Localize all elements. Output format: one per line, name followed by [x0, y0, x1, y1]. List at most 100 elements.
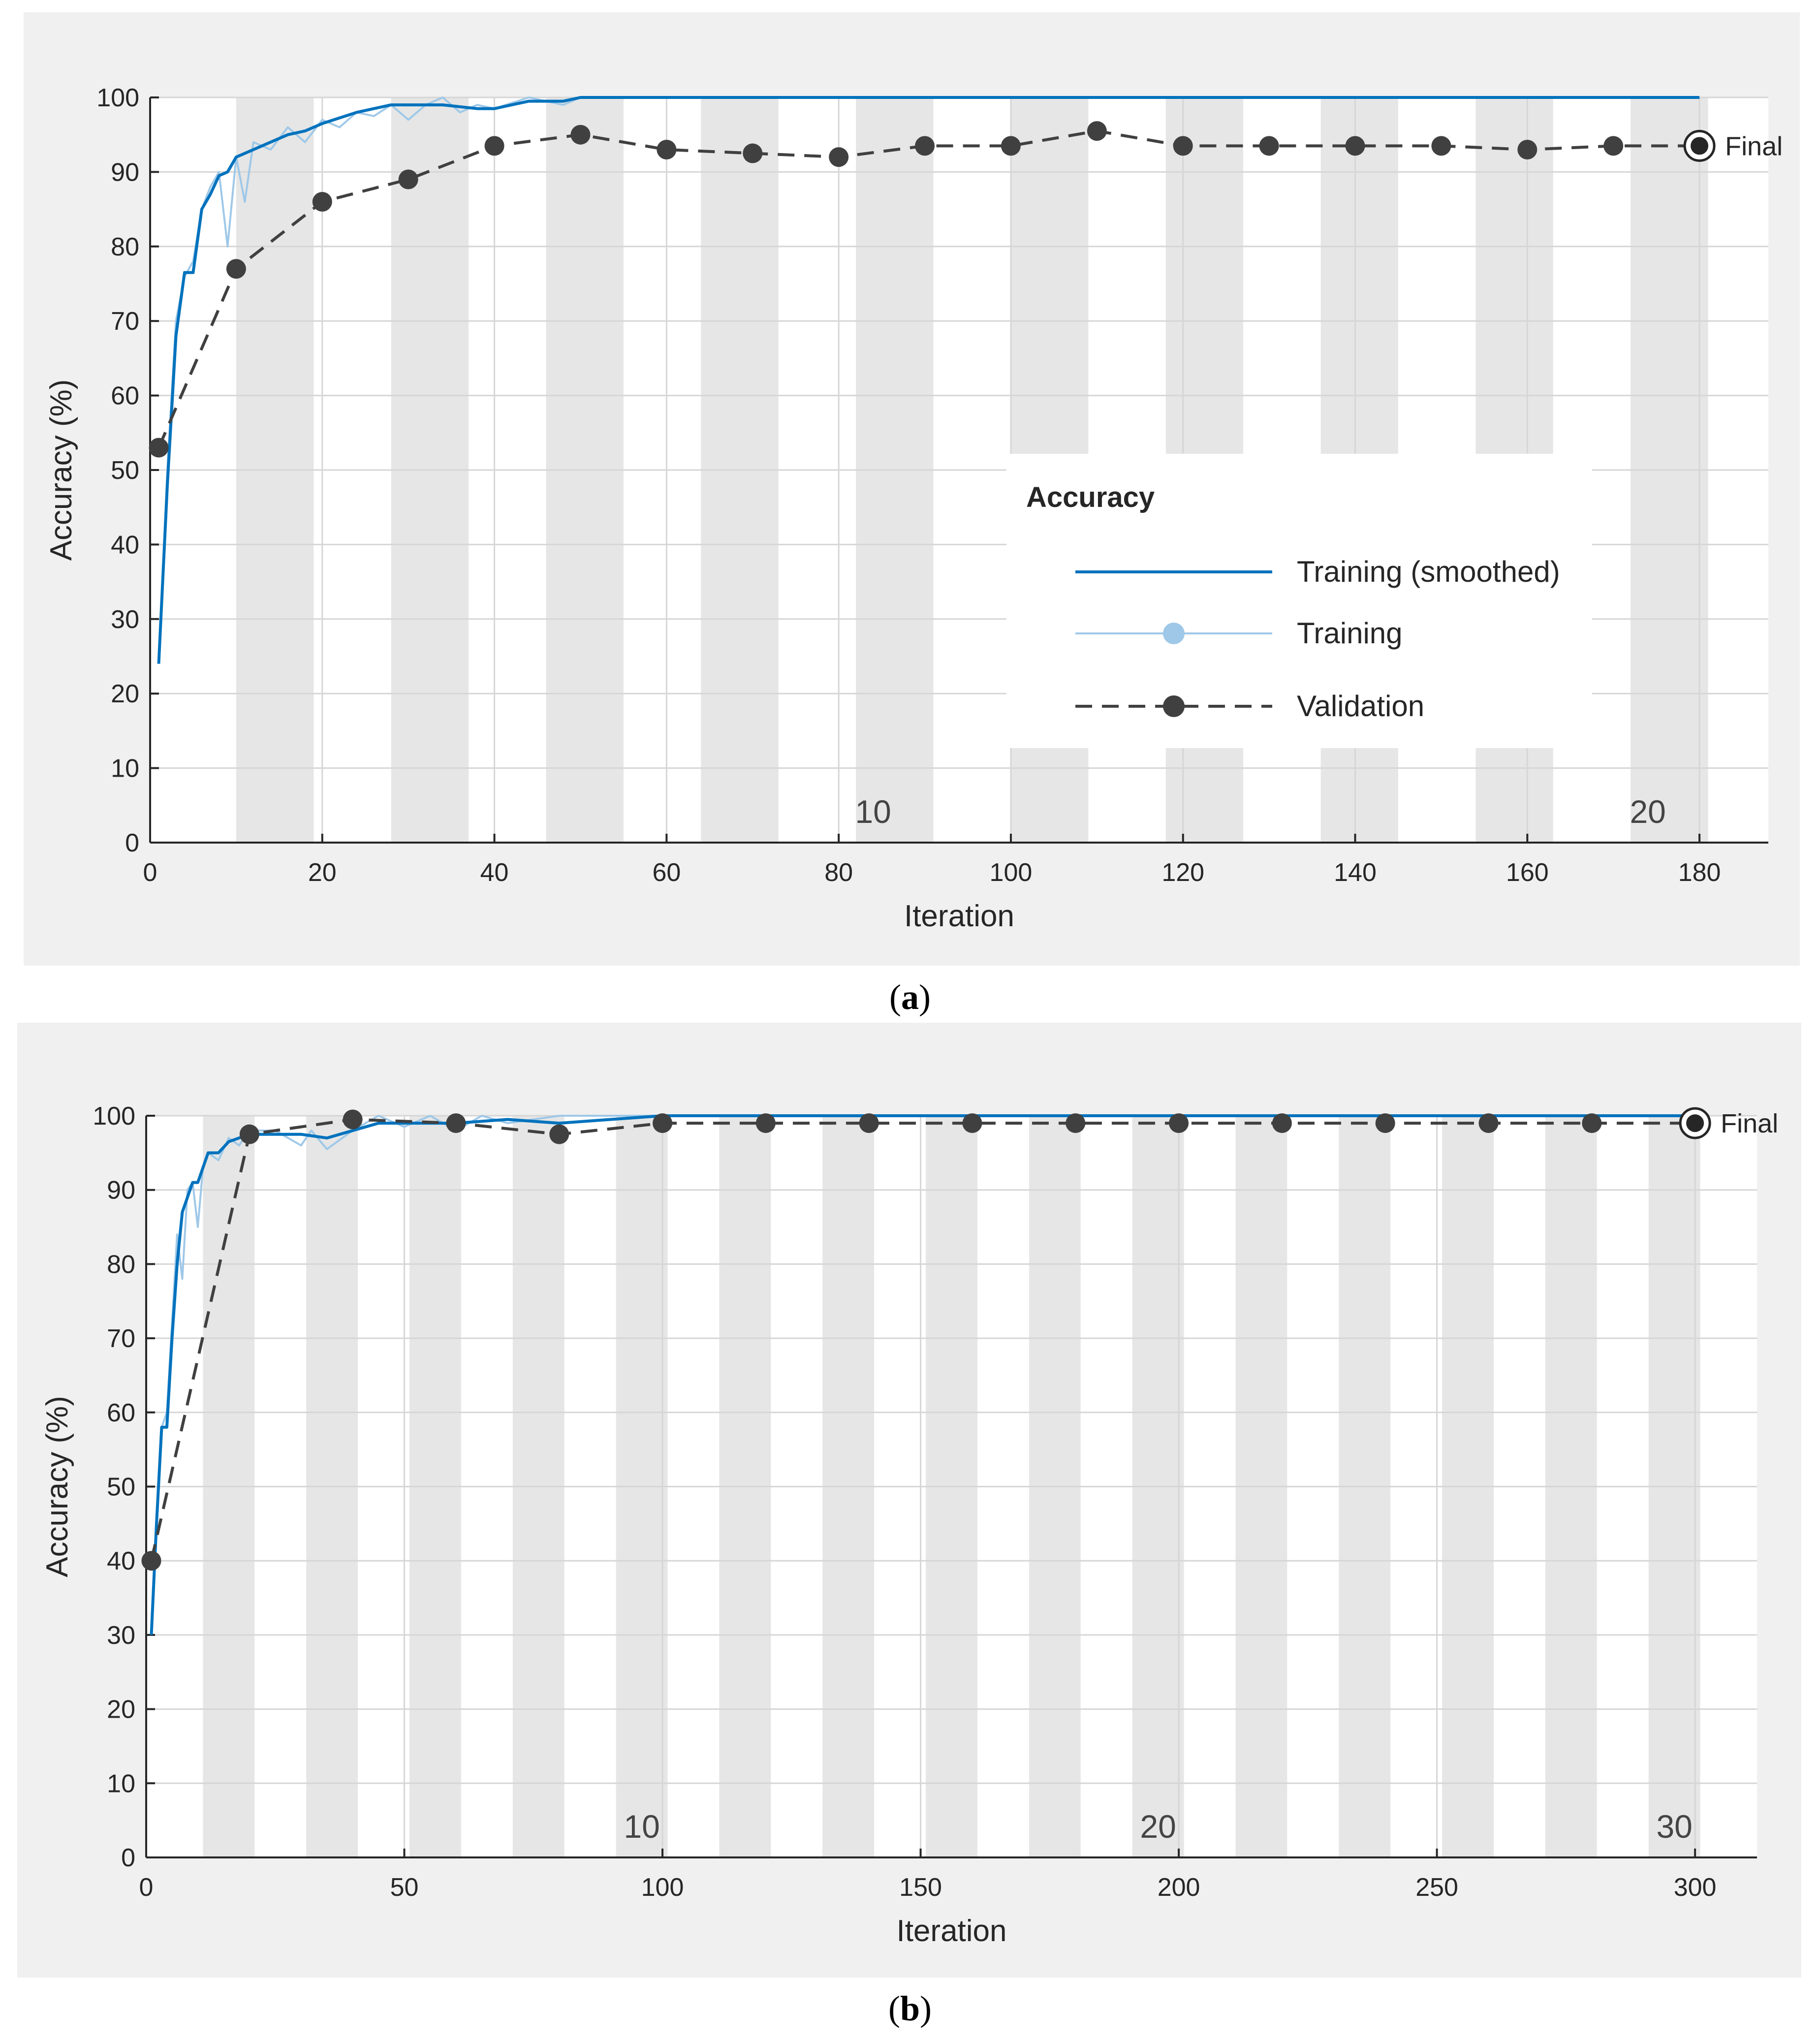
y-tick-label: 90: [107, 1176, 135, 1205]
series-line-validation: [150, 1118, 1695, 1561]
series-line-training-smoothed: [157, 96, 1700, 664]
epoch-label: 20: [1630, 793, 1665, 830]
epoch-label: 10: [624, 1808, 659, 1845]
validation-point: [312, 191, 332, 212]
legend-entry-label: Training (smoothed): [1297, 555, 1560, 588]
validation-point: [446, 1113, 466, 1133]
epoch-label: 10: [855, 793, 891, 830]
validation-point: [657, 139, 677, 159]
validation-point: [1478, 1113, 1499, 1133]
legend-swatch-marker: [1163, 623, 1185, 644]
validation-point: [226, 259, 246, 279]
caption-b: (b): [888, 1989, 932, 2028]
validation-point: [1431, 136, 1451, 156]
validation-point: [1517, 139, 1538, 159]
final-label: Final: [1725, 131, 1783, 161]
y-tick-label: 0: [125, 829, 139, 857]
validation-point: [1345, 136, 1365, 156]
validation-point: [743, 143, 763, 163]
y-tick-label: 40: [107, 1547, 135, 1575]
x-tick-label: 0: [143, 858, 157, 887]
validation-point: [1259, 136, 1279, 156]
series-line-training: [150, 1115, 1695, 1635]
x-tick-label: 180: [1678, 858, 1721, 887]
chart-panel-a: 0 10 20 30 40 50 60 70 80 90 100 0 20 40 60 80 100 120 140…: [24, 12, 1800, 966]
final-label: Final: [1721, 1109, 1778, 1138]
legend-entry-label: Validation: [1297, 690, 1424, 723]
validation-point: [1582, 1113, 1602, 1133]
legend-box: [1006, 454, 1592, 748]
x-tick-label: 80: [824, 858, 853, 887]
validation-point: [1603, 136, 1624, 156]
x-tick-label: 250: [1415, 1873, 1458, 1902]
x-tick-label: 200: [1158, 1873, 1200, 1902]
y-tick-label: 0: [121, 1844, 135, 1872]
y-tick-label: 20: [107, 1696, 135, 1724]
validation-point: [1169, 1113, 1189, 1133]
x-tick-label: 160: [1506, 858, 1549, 887]
validation-point: [1173, 136, 1193, 156]
validation-point: [1001, 136, 1021, 156]
y-tick-label: 70: [107, 1324, 135, 1353]
x-tick-label: 150: [899, 1873, 942, 1902]
y-tick-label: 10: [107, 1769, 135, 1798]
legend: Accuracy Training (smoothed) Training Valid…: [1006, 454, 1592, 748]
x-tick-label: 60: [652, 858, 681, 887]
final-marker-dot: [1686, 1114, 1704, 1132]
y-axis-label: Accuracy (%): [40, 1396, 74, 1577]
validation-point: [484, 136, 504, 156]
validation-point: [570, 125, 591, 145]
x-axis-label: Iteration: [904, 899, 1014, 933]
y-tick-label: 10: [111, 754, 139, 783]
x-axis-label: Iteration: [896, 1914, 1006, 1948]
validation-point: [1375, 1113, 1395, 1133]
validation-point: [1272, 1113, 1292, 1133]
validation-point: [1087, 121, 1107, 141]
y-tick-label: 60: [111, 382, 139, 410]
y-tick-label: 50: [111, 456, 139, 485]
y-tick-label: 30: [111, 605, 139, 634]
validation-point: [549, 1124, 569, 1144]
y-axis-label: Accuracy (%): [44, 379, 78, 561]
caption-a-letter: a: [901, 977, 919, 1017]
legend-swatch-marker: [1163, 695, 1185, 717]
y-tick-label: 100: [93, 1102, 135, 1131]
x-tick-label: 20: [308, 858, 337, 887]
y-tick-label: 60: [107, 1399, 135, 1427]
caption-a: (a): [889, 977, 931, 1017]
validation-point: [343, 1109, 363, 1130]
validation-point: [1066, 1113, 1086, 1133]
y-tick-label: 30: [107, 1621, 135, 1650]
y-tick-label: 90: [111, 158, 139, 187]
x-tick-label: 300: [1674, 1873, 1717, 1902]
accuracy-chart-a: 0 10 20 30 40 50 60 70 80 90 100 0 20 40 60 80 100 120 140…: [44, 84, 1783, 933]
x-tick-label: 140: [1334, 858, 1377, 887]
x-tick-label: 0: [139, 1873, 154, 1902]
legend-title: Accuracy: [1026, 481, 1155, 513]
x-tick-label: 100: [641, 1873, 684, 1902]
validation-point: [829, 147, 849, 167]
final-marker-dot: [1691, 137, 1709, 155]
y-tick-label: 100: [96, 84, 139, 112]
y-tick-label: 80: [107, 1250, 135, 1279]
x-tick-label: 50: [390, 1873, 419, 1902]
validation-point: [239, 1124, 259, 1144]
epoch-label: 30: [1656, 1808, 1692, 1845]
validation-point: [653, 1113, 673, 1133]
accuracy-chart-b: 0 10 20 30 40 50 60 70 80 90 100 0 50 100 150 200 250 300…: [40, 1102, 1778, 1948]
validation-point: [859, 1113, 879, 1133]
x-tick-label: 40: [480, 858, 509, 887]
validation-point: [398, 169, 418, 189]
x-tick-label: 100: [990, 858, 1033, 887]
y-tick-label: 20: [111, 680, 139, 708]
y-tick-label: 40: [111, 531, 139, 559]
epoch-label: 20: [1140, 1808, 1176, 1845]
y-tick-label: 70: [111, 307, 139, 336]
chart-panel-b: 0 10 20 30 40 50 60 70 80 90 100 0 50 100 150 200 250 300…: [17, 1023, 1801, 1978]
y-tick-label: 80: [111, 233, 139, 261]
validation-point: [755, 1113, 776, 1133]
y-tick-label: 50: [107, 1473, 135, 1502]
legend-entry-label: Training: [1297, 617, 1403, 650]
x-tick-label: 120: [1161, 858, 1204, 887]
validation-point: [149, 438, 169, 458]
